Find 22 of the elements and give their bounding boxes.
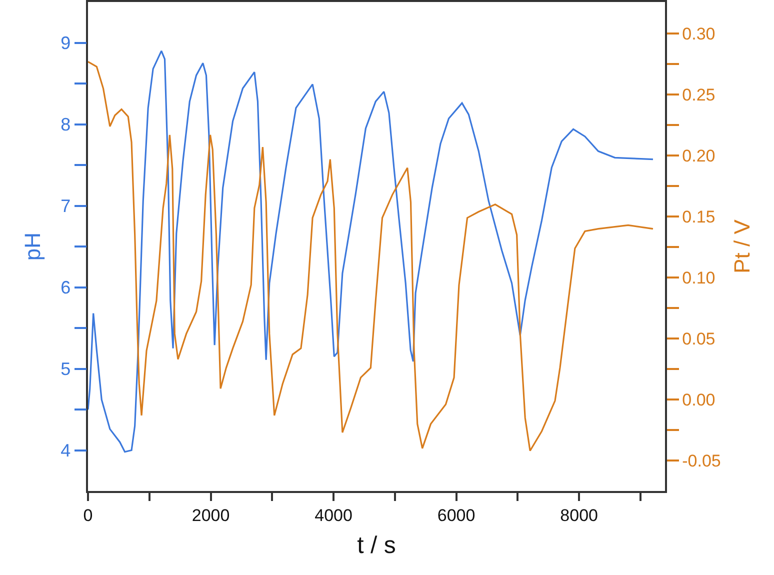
y2-tick-label: 0.25: [682, 86, 716, 105]
y2-tick-label: 0.30: [682, 24, 716, 44]
y2-tick-label: -0.05: [682, 451, 721, 470]
y-tick-label: 5: [60, 359, 71, 380]
x-tick-label: 8000: [560, 506, 598, 526]
y-tick-label: 4: [60, 440, 71, 461]
y2-tick-label: 0.15: [682, 208, 716, 227]
y2-tick-label: 0.20: [682, 146, 716, 166]
y2-tick-label: 0.10: [682, 268, 716, 288]
y-tick-label: 8: [60, 114, 71, 135]
x-tick-label: 4000: [314, 506, 352, 526]
x-axis-title: t / s: [357, 532, 396, 559]
y2-tick-label: 0.05: [682, 330, 716, 349]
x-tick-label: 2000: [192, 506, 230, 526]
x-tick-label: 0: [83, 506, 93, 526]
y-axis-title: pH: [20, 232, 45, 261]
y2-axis-title: Pt / V: [729, 219, 754, 274]
x-tick-label: 6000: [437, 506, 476, 526]
y-tick-label: 7: [60, 196, 71, 216]
y-tick-label: 6: [60, 278, 71, 298]
y-tick-label: 9: [60, 33, 71, 54]
y2-tick-label: 0.00: [682, 390, 716, 410]
